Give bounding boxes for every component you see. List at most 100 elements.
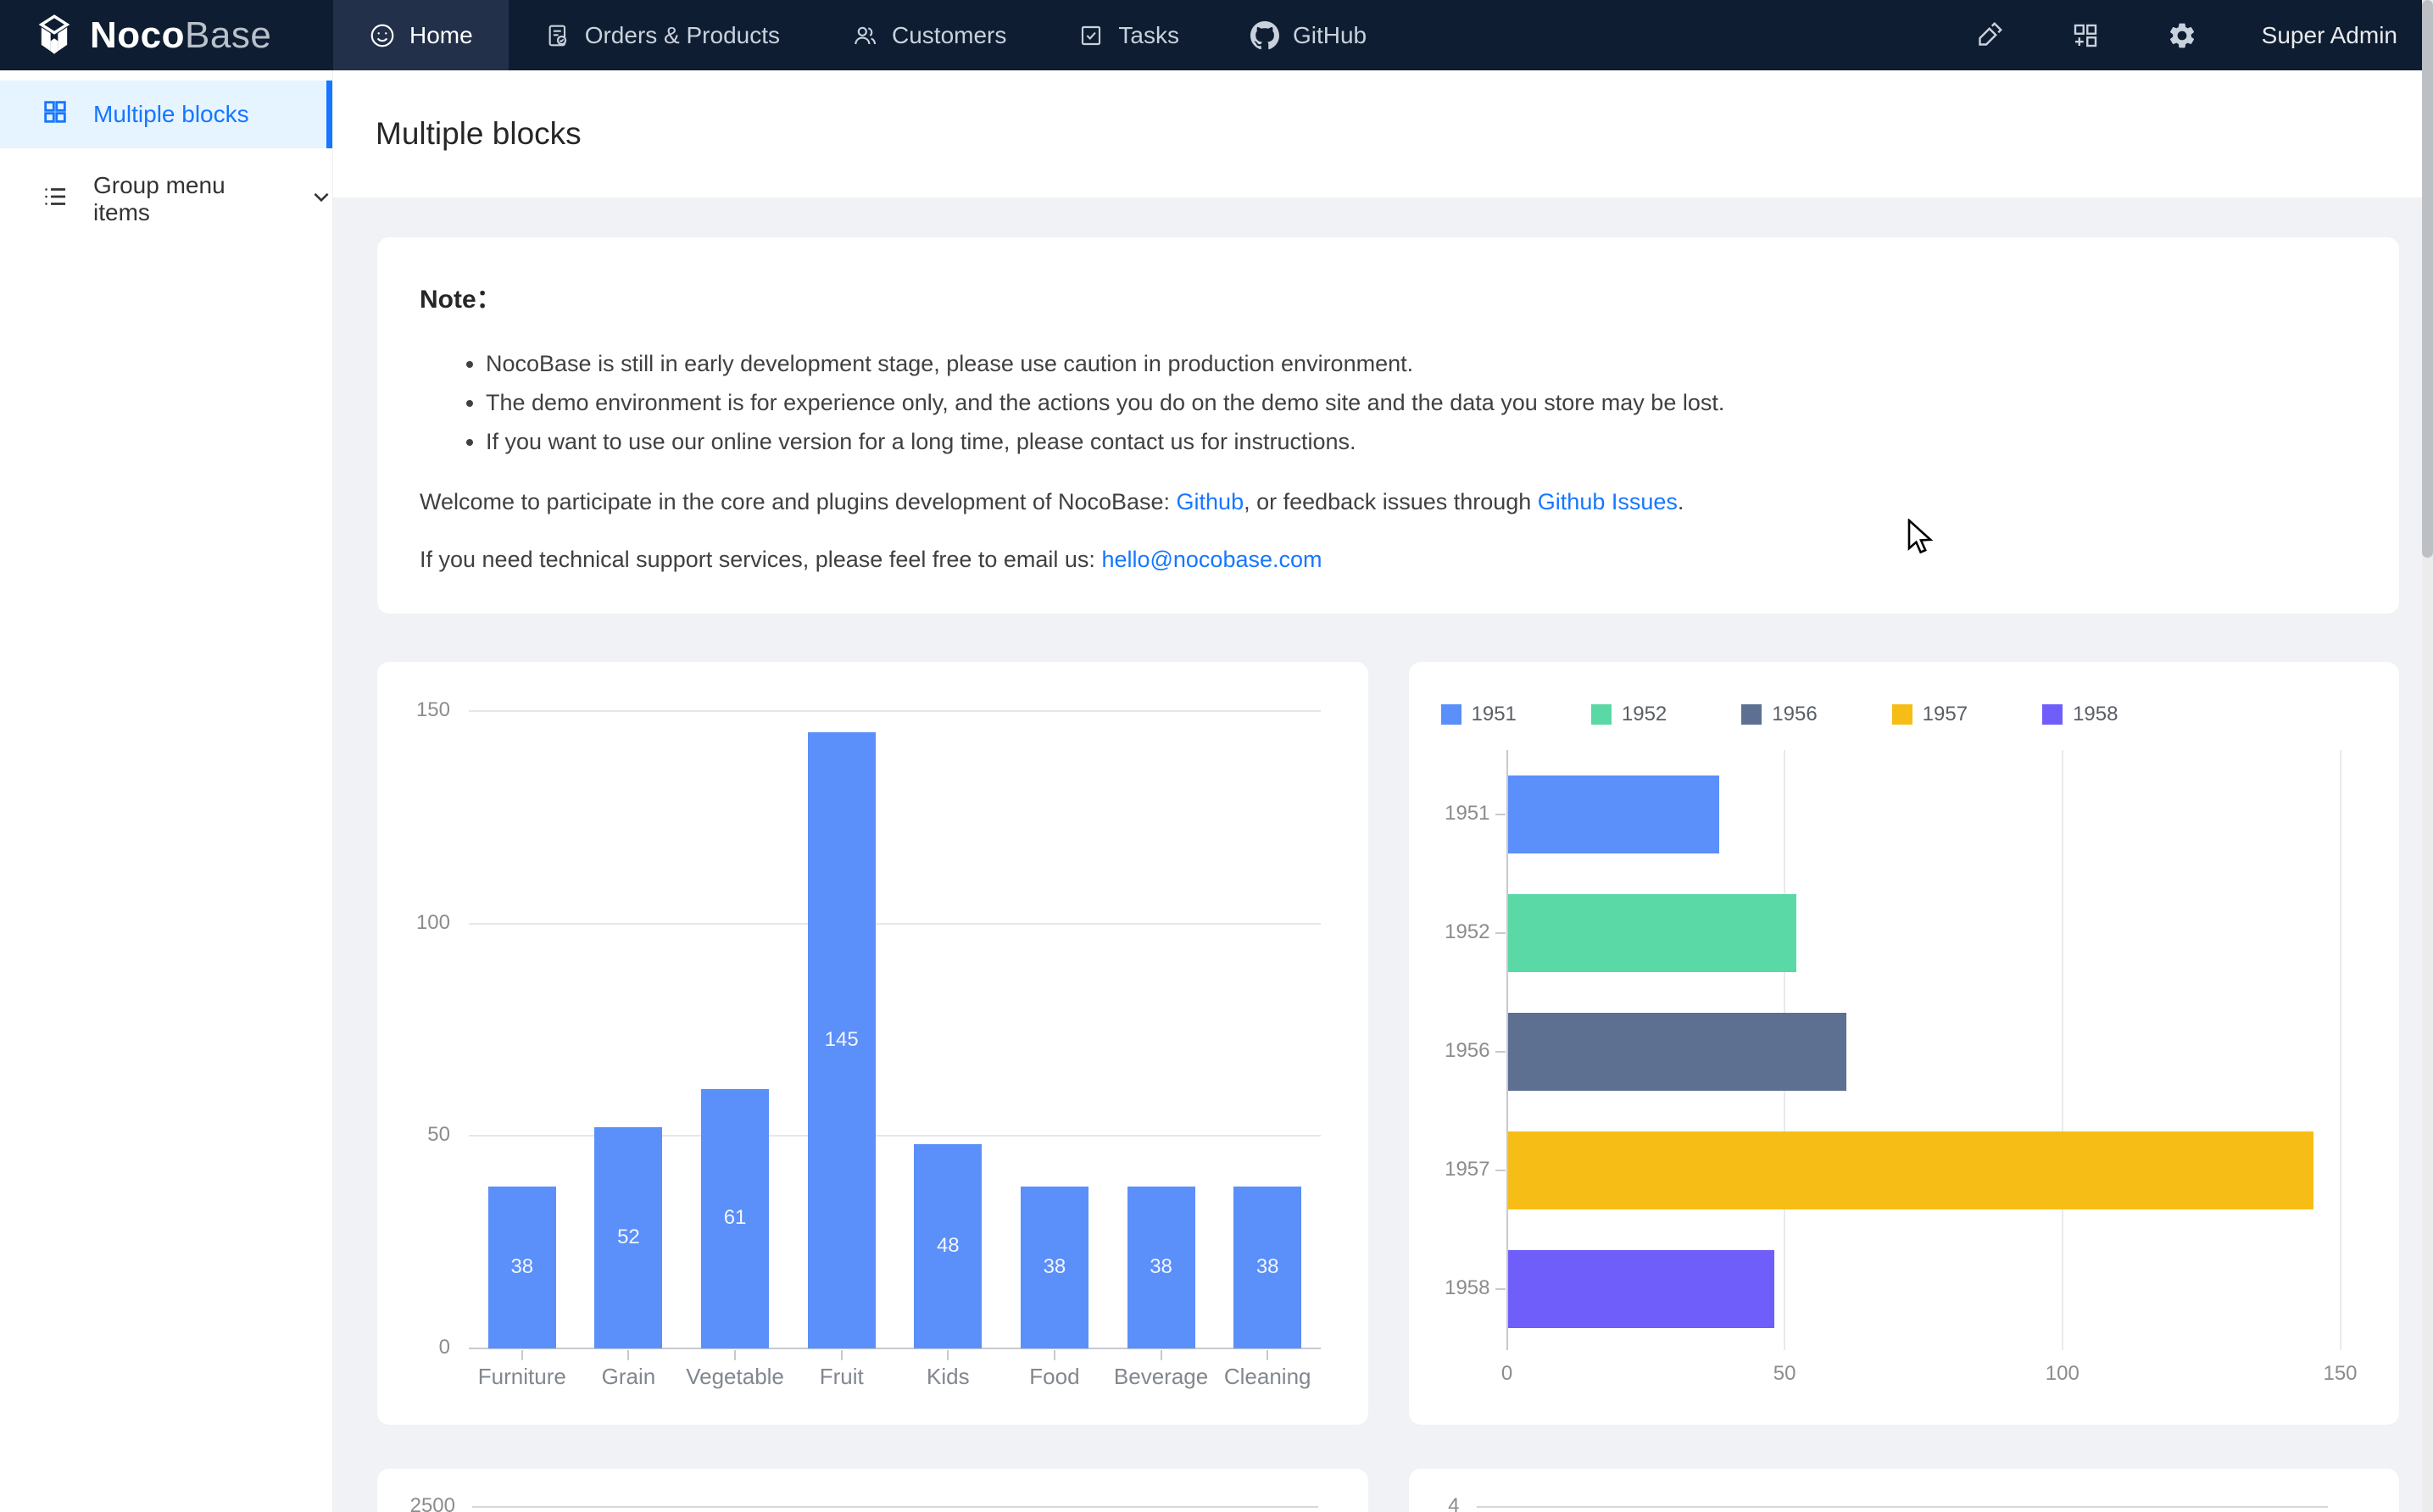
y-axis-tick-label: 100 bbox=[415, 910, 450, 934]
x-axis-tick bbox=[1053, 1350, 1055, 1360]
x-axis-category-label: Cleaning bbox=[1223, 1364, 1311, 1389]
sidebar: Multiple blocks Group menu items bbox=[0, 70, 333, 1512]
note-bullet: The demo environment is for experience o… bbox=[486, 383, 2357, 422]
legend-item[interactable]: 1952 bbox=[1590, 703, 1667, 726]
x-axis-tick-label: 50 bbox=[1773, 1362, 1796, 1385]
legend-item[interactable]: 1956 bbox=[1741, 703, 1818, 726]
nocobase-logo-icon bbox=[38, 14, 70, 54]
bar-1957 bbox=[1507, 1131, 2313, 1209]
support-paragraph: If you need technical support services, … bbox=[420, 547, 1322, 572]
list-icon bbox=[41, 182, 70, 217]
github-icon bbox=[1250, 20, 1279, 50]
sidebar-item-group-menu-items[interactable]: Group menu items bbox=[0, 165, 332, 233]
y-axis-tick-label: 2500 bbox=[409, 1494, 455, 1512]
x-axis-category-label: Vegetable bbox=[686, 1364, 784, 1389]
github-link[interactable]: Github bbox=[1176, 489, 1244, 514]
x-axis-tick-label: 0 bbox=[1500, 1362, 1513, 1385]
x-axis-category-label: Food bbox=[1029, 1364, 1080, 1389]
tab-label: GitHub bbox=[1292, 21, 1367, 48]
sidebar-item-multiple-blocks[interactable]: Multiple blocks bbox=[0, 81, 332, 148]
legend-label: 1958 bbox=[2073, 703, 2118, 725]
sidebar-item-label: Group menu items bbox=[93, 172, 225, 225]
bar-1956 bbox=[1507, 1013, 1847, 1091]
email-link[interactable]: hello@nocobase.com bbox=[1101, 547, 1322, 572]
tab-github[interactable]: GitHub bbox=[1215, 0, 1402, 70]
x-axis-tick bbox=[734, 1350, 737, 1360]
note-bullet: If you want to use our online version fo… bbox=[486, 422, 2357, 461]
partial-chart-card-right: 4 bbox=[1408, 1469, 2399, 1512]
note-heading: Note： bbox=[420, 286, 502, 314]
active-indicator bbox=[326, 81, 332, 148]
y-axis-tick bbox=[1495, 814, 1506, 815]
bar-value-label: 38 bbox=[1255, 1254, 1279, 1278]
horizontal-bar-chart-card: 1951 1952 1956 1957 1958 0 50 100 150 1951 1952 195… bbox=[1408, 662, 2399, 1425]
x-axis-tick bbox=[1267, 1350, 1269, 1360]
note-bullet: NocoBase is still in early development s… bbox=[486, 344, 2357, 383]
bar-cleaning bbox=[1233, 1187, 1302, 1348]
bar-value-label: 38 bbox=[1150, 1254, 1172, 1278]
tasks-icon bbox=[1077, 22, 1105, 49]
x-axis-tick bbox=[947, 1350, 949, 1360]
y-axis-tick bbox=[1495, 1051, 1506, 1053]
partial-chart-card-left: 2500 bbox=[377, 1469, 1368, 1512]
x-axis-category-label: Grain bbox=[601, 1364, 656, 1389]
gridline bbox=[472, 1506, 1318, 1508]
user-menu[interactable]: Super Admin bbox=[2261, 21, 2397, 48]
tab-label: Orders & Products bbox=[584, 21, 781, 48]
legend-label: 1957 bbox=[1922, 703, 1968, 725]
bar-value-label: 52 bbox=[617, 1225, 640, 1248]
nocobase-logo[interactable]: NocoBase bbox=[0, 0, 333, 70]
blocks-plus-icon[interactable] bbox=[2068, 19, 2102, 53]
gear-icon[interactable] bbox=[2165, 19, 2199, 53]
y-axis-tick-label: 150 bbox=[415, 698, 450, 721]
top-navigation-bar: NocoBase Home bbox=[0, 0, 2433, 70]
welcome-paragraph: Welcome to participate in the core and p… bbox=[420, 489, 1684, 514]
tab-customers[interactable]: Customers bbox=[816, 0, 1042, 70]
bar-vegetable bbox=[701, 1089, 770, 1348]
tab-tasks[interactable]: Tasks bbox=[1042, 0, 1215, 70]
legend-label: 1952 bbox=[1621, 703, 1667, 725]
y-axis-tick bbox=[1495, 932, 1506, 934]
gridline bbox=[469, 922, 1321, 925]
x-axis-category-label: Kids bbox=[927, 1364, 970, 1389]
y-axis-line bbox=[1506, 750, 1508, 1350]
x-axis-tick-label: 150 bbox=[2323, 1362, 2358, 1385]
gridline bbox=[1476, 1506, 2328, 1508]
legend-label: 1956 bbox=[1772, 703, 1818, 725]
x-axis-tick-label: 100 bbox=[2045, 1362, 2079, 1385]
bar-furniture bbox=[487, 1187, 556, 1348]
bar-grain bbox=[594, 1127, 663, 1348]
gridline bbox=[2339, 750, 2341, 1350]
gridline bbox=[469, 710, 1321, 712]
tab-label: Home bbox=[409, 21, 473, 48]
bar-beverage bbox=[1127, 1187, 1195, 1348]
bar-kids bbox=[914, 1144, 983, 1348]
github-issues-link[interactable]: Github Issues bbox=[1537, 489, 1678, 514]
highlighter-icon[interactable] bbox=[1972, 19, 2006, 53]
x-axis-category-label: Beverage bbox=[1113, 1364, 1209, 1389]
bar-food bbox=[1020, 1187, 1088, 1348]
main-content: Multiple blocks Note： NocoBase is still … bbox=[333, 70, 2433, 1512]
x-axis-tick bbox=[840, 1350, 843, 1360]
page-header: Multiple blocks bbox=[333, 70, 2433, 197]
bar-value-label: 145 bbox=[824, 1027, 859, 1051]
tab-label: Customers bbox=[892, 21, 1007, 48]
legend-item[interactable]: 1951 bbox=[1440, 703, 1517, 726]
legend-item[interactable]: 1957 bbox=[1891, 703, 1968, 726]
y-axis-category-label: 1957 bbox=[1445, 1158, 1490, 1181]
bar-1951 bbox=[1507, 775, 1719, 853]
sidebar-item-label: Multiple blocks bbox=[93, 101, 249, 127]
tab-home[interactable]: Home bbox=[333, 0, 509, 70]
scrollbar-thumb[interactable] bbox=[2422, 0, 2433, 558]
legend-item[interactable]: 1958 bbox=[2042, 703, 2118, 726]
chart-legend: 1951 1952 1956 1957 1958 bbox=[1440, 703, 2118, 726]
tab-orders-products[interactable]: Orders & Products bbox=[509, 0, 816, 70]
legend-swatch bbox=[1891, 704, 1912, 725]
x-axis-category-label: Furniture bbox=[477, 1364, 566, 1389]
bar-value-label: 38 bbox=[510, 1254, 534, 1278]
page-scrollbar[interactable] bbox=[2422, 0, 2433, 1512]
customers-icon bbox=[851, 22, 878, 49]
y-axis-category-label: 1956 bbox=[1445, 1039, 1490, 1062]
legend-swatch bbox=[1741, 704, 1762, 725]
legend-swatch bbox=[2042, 704, 2063, 725]
